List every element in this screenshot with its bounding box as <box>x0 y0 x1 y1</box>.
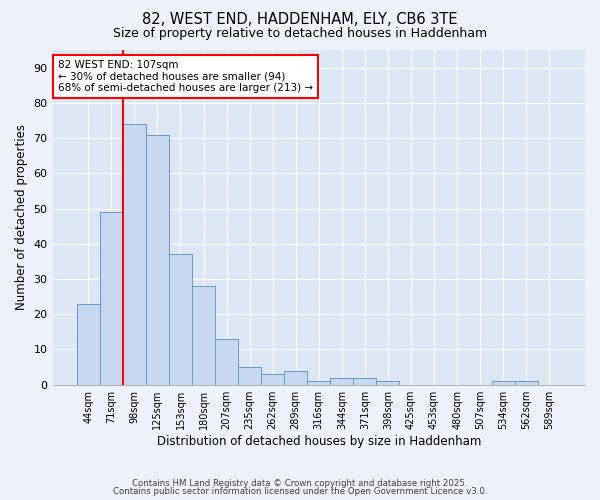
Bar <box>515 381 538 384</box>
Bar <box>123 124 146 384</box>
Bar <box>491 381 515 384</box>
X-axis label: Distribution of detached houses by size in Haddenham: Distribution of detached houses by size … <box>157 434 481 448</box>
Text: Size of property relative to detached houses in Haddenham: Size of property relative to detached ho… <box>113 28 487 40</box>
Bar <box>330 378 353 384</box>
Bar <box>192 286 215 384</box>
Bar <box>77 304 100 384</box>
Bar <box>215 339 238 384</box>
Text: 82 WEST END: 107sqm
← 30% of detached houses are smaller (94)
68% of semi-detach: 82 WEST END: 107sqm ← 30% of detached ho… <box>58 60 313 93</box>
Text: Contains HM Land Registry data © Crown copyright and database right 2025.: Contains HM Land Registry data © Crown c… <box>132 478 468 488</box>
Text: 82, WEST END, HADDENHAM, ELY, CB6 3TE: 82, WEST END, HADDENHAM, ELY, CB6 3TE <box>142 12 458 28</box>
Bar <box>307 381 330 384</box>
Bar <box>238 367 261 384</box>
Bar <box>284 370 307 384</box>
Text: Contains public sector information licensed under the Open Government Licence v3: Contains public sector information licen… <box>113 487 487 496</box>
Bar <box>146 134 169 384</box>
Bar <box>169 254 192 384</box>
Bar <box>353 378 376 384</box>
Bar <box>100 212 123 384</box>
Bar <box>261 374 284 384</box>
Y-axis label: Number of detached properties: Number of detached properties <box>15 124 28 310</box>
Bar <box>376 381 400 384</box>
